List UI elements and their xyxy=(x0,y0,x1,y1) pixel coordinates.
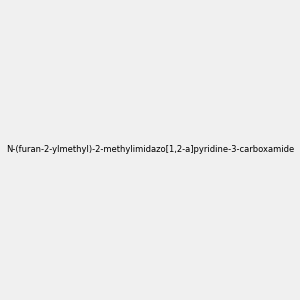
Text: N-(furan-2-ylmethyl)-2-methylimidazo[1,2-a]pyridine-3-carboxamide: N-(furan-2-ylmethyl)-2-methylimidazo[1,2… xyxy=(6,146,294,154)
